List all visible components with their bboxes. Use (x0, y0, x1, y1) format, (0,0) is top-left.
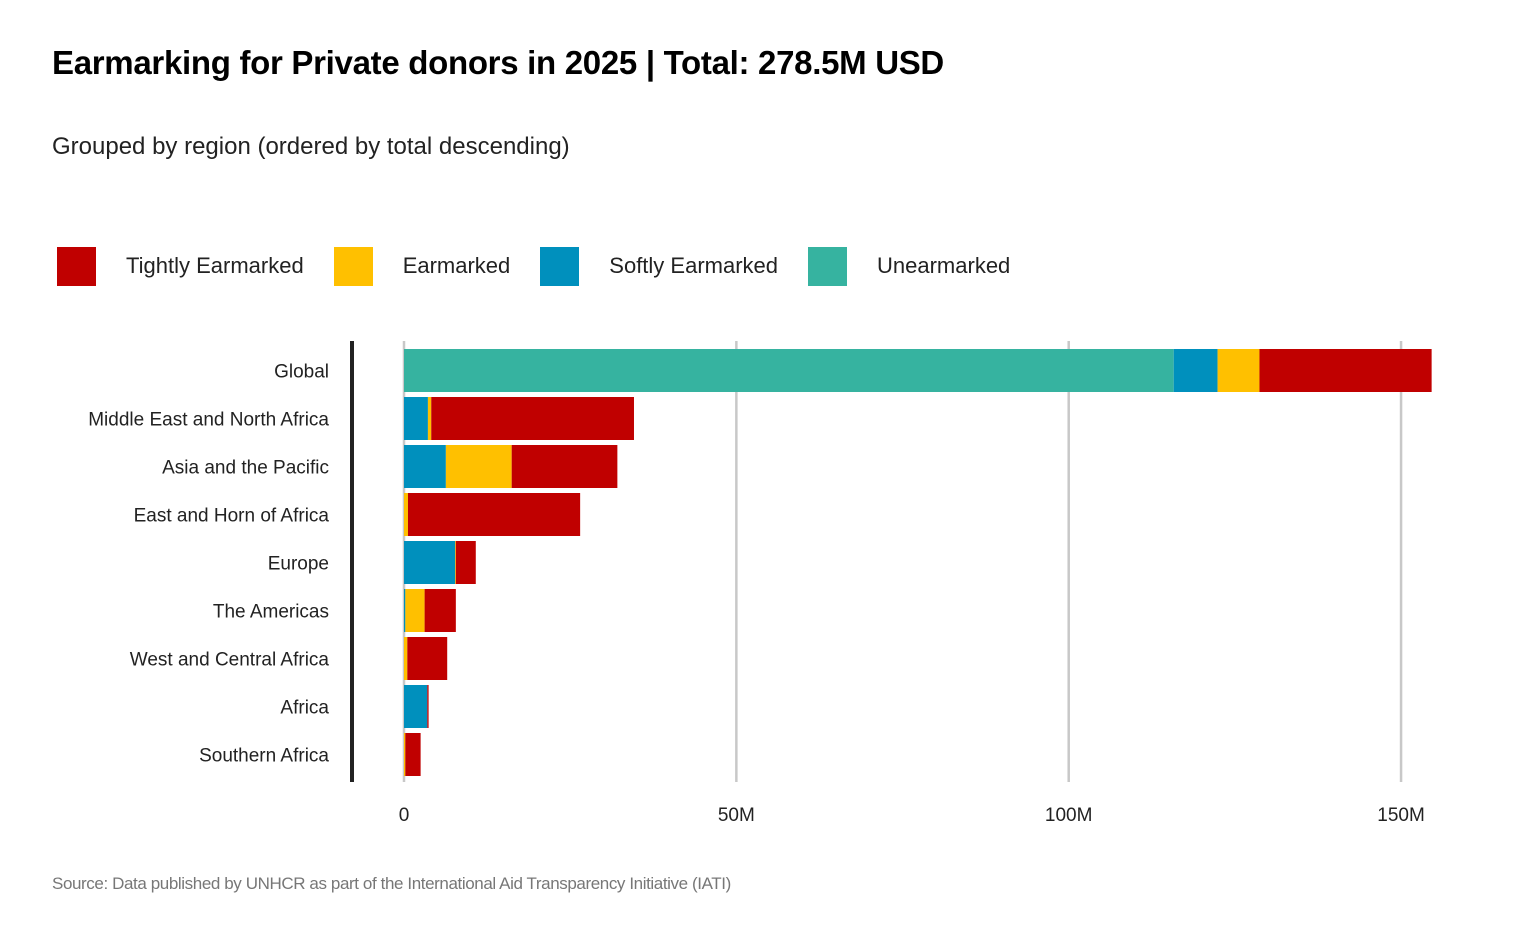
legend-item-unearmarked[interactable]: Unearmarked (808, 246, 1010, 286)
bar-segment-tightly-earmarked[interactable] (405, 733, 421, 776)
bar-group-west-and-central-africa (404, 637, 448, 680)
legend-item-earmarked[interactable]: Earmarked (333, 246, 511, 286)
x-tick-label: 50M (718, 805, 755, 826)
chart-subtitle: Grouped by region (ordered by total desc… (52, 133, 570, 160)
bar-group-africa (404, 685, 429, 728)
bar-segment-softly-earmarked[interactable] (1173, 349, 1218, 392)
legend-label: Tightly Earmarked (126, 253, 304, 278)
bar-segment-softly-earmarked[interactable] (404, 445, 446, 488)
legend-label: Unearmarked (877, 253, 1011, 278)
x-tick-label: 150M (1377, 805, 1425, 826)
bar-segment-tightly-earmarked[interactable] (407, 637, 448, 680)
source-note: Source: Data published by UNHCR as part … (52, 874, 731, 893)
bar-segment-earmarked[interactable] (404, 733, 406, 776)
bar-group-middle-east-and-north-africa (404, 397, 634, 440)
y-tick-label: East and Horn of Africa (134, 506, 330, 527)
bar-segment-tightly-earmarked[interactable] (511, 445, 618, 488)
bar-group-the-americas (404, 589, 456, 632)
bar-group-europe (404, 541, 476, 584)
bars (404, 349, 1432, 776)
bar-group-asia-and-the-pacific (404, 445, 618, 488)
bar-segment-earmarked[interactable] (404, 637, 408, 680)
bar-segment-softly-earmarked[interactable] (404, 397, 428, 440)
y-tick-label: Southern Africa (199, 746, 329, 767)
bar-segment-tightly-earmarked[interactable] (407, 493, 581, 536)
bar-segment-earmarked[interactable] (427, 397, 432, 440)
chart-legend: Tightly Earmarked Earmarked Softly Earma… (57, 246, 1010, 286)
legend-item-softly-earmarked[interactable]: Softly Earmarked (540, 246, 778, 286)
legend-label: Earmarked (402, 253, 511, 278)
bar-group-southern-africa (404, 733, 421, 776)
bar-group-global (404, 349, 1432, 392)
bar-segment-softly-earmarked[interactable] (404, 685, 428, 728)
bar-segment-earmarked[interactable] (404, 493, 408, 536)
bar-segment-tightly-earmarked[interactable] (1259, 349, 1432, 392)
legend-label: Softly Earmarked (609, 253, 779, 278)
bar-segment-tightly-earmarked[interactable] (424, 589, 456, 632)
legend-swatch-softly-earmarked (540, 246, 580, 286)
y-tick-label: Global (274, 362, 329, 383)
bar-segment-softly-earmarked[interactable] (404, 541, 456, 584)
bar-segment-earmarked[interactable] (455, 541, 457, 584)
bar-segment-earmarked[interactable] (405, 589, 425, 632)
legend-item-tightly-earmarked[interactable]: Tightly Earmarked (57, 246, 304, 286)
x-axis-labels: 0 50M 100M 150M (399, 805, 1425, 826)
x-tick-label: 100M (1045, 805, 1093, 826)
bar-segment-unearmarked[interactable] (404, 349, 1174, 392)
bar-segment-earmarked[interactable] (445, 445, 512, 488)
y-tick-label: Middle East and North Africa (88, 410, 329, 431)
legend-swatch-tightly-earmarked (57, 246, 96, 286)
bar-segment-softly-earmarked[interactable] (404, 589, 406, 632)
bar-segment-tightly-earmarked[interactable] (455, 541, 476, 584)
y-tick-label: The Americas (213, 602, 329, 623)
y-tick-label: Europe (268, 554, 329, 575)
legend-swatch-earmarked (333, 246, 373, 286)
bar-group-east-and-horn-of-africa (404, 493, 581, 536)
chart-title: Earmarking for Private donors in 2025 | … (52, 44, 944, 81)
bar-segment-tightly-earmarked[interactable] (427, 685, 429, 728)
y-axis-labels: Global Middle East and North Africa Asia a… (88, 362, 329, 767)
y-tick-label: Asia and the Pacific (162, 458, 329, 479)
y-tick-label: West and Central Africa (130, 650, 330, 671)
y-tick-label: Africa (280, 698, 329, 719)
x-tick-label: 0 (399, 805, 410, 826)
bar-segment-tightly-earmarked[interactable] (431, 397, 634, 440)
bar-segment-earmarked[interactable] (1217, 349, 1260, 392)
legend-swatch-unearmarked (808, 246, 848, 286)
